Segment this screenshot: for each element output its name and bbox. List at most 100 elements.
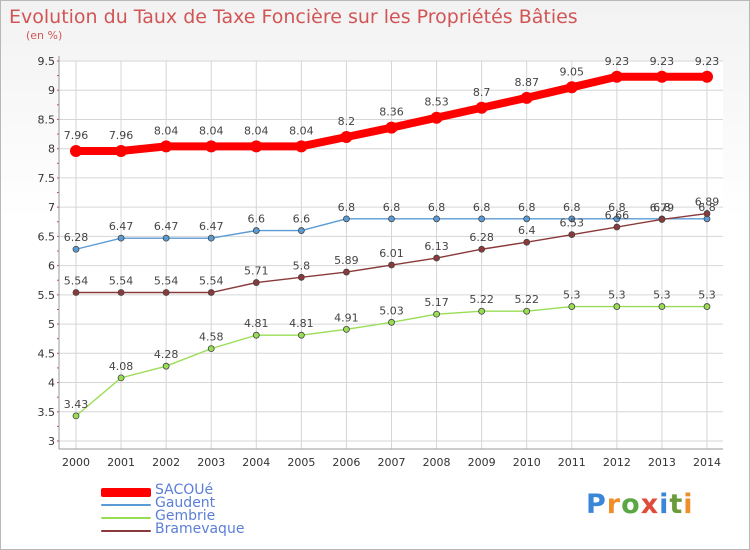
data-label: 4.58 — [199, 331, 224, 344]
data-point — [162, 289, 170, 296]
data-label: 4.81 — [289, 317, 314, 330]
data-point — [565, 81, 578, 94]
x-tick-label: 2002 — [152, 456, 180, 469]
x-tick-label: 2013 — [648, 456, 676, 469]
data-label: 5.8 — [293, 259, 311, 272]
data-label: 5.22 — [469, 293, 494, 306]
data-point — [207, 234, 215, 242]
data-point — [297, 227, 305, 234]
data-label: 6.53 — [560, 217, 585, 230]
data-label: 5.3 — [608, 289, 626, 302]
data-point — [117, 374, 125, 382]
data-label: 9.23 — [650, 55, 675, 68]
data-label: 6.8 — [383, 201, 401, 214]
data-label: 8.53 — [424, 96, 449, 109]
data-label: 8.04 — [289, 124, 314, 137]
data-label: 6.8 — [428, 201, 446, 214]
data-label: 6.4 — [518, 224, 536, 237]
data-label: 7.96 — [64, 129, 89, 142]
data-label: 8.04 — [199, 124, 224, 137]
legend-label: Bramevaque — [155, 521, 245, 537]
data-label: 6.8 — [518, 201, 536, 214]
data-point — [430, 111, 443, 124]
data-label: 6.47 — [199, 220, 224, 233]
data-point — [613, 303, 621, 310]
data-label: 5.03 — [379, 304, 404, 317]
data-point — [340, 131, 353, 143]
legend-label: SACOUé — [155, 482, 214, 498]
data-point — [252, 331, 260, 339]
data-point — [568, 215, 576, 223]
data-point — [433, 215, 440, 223]
data-label: 5.22 — [514, 293, 539, 306]
data-point — [478, 245, 486, 253]
legend-item: Gembrie — [101, 508, 321, 525]
data-label: 6.89 — [695, 196, 720, 209]
logo-letter: r — [606, 489, 622, 520]
data-point — [162, 362, 170, 370]
logo-letter: x — [640, 489, 660, 520]
data-point — [568, 231, 576, 239]
data-point — [295, 140, 308, 153]
x-tick-label: 2000 — [62, 456, 90, 469]
data-point — [72, 245, 80, 253]
x-tick-label: 2003 — [197, 456, 225, 469]
data-point — [297, 331, 305, 339]
data-label: 6.8 — [563, 201, 581, 214]
y-tick-label: 9 — [48, 84, 55, 97]
x-tick-label: 2004 — [242, 456, 270, 469]
data-point — [70, 145, 82, 158]
y-tick-label: 8.5 — [38, 113, 56, 126]
data-label: 6.47 — [109, 220, 134, 233]
y-tick-label: 5.5 — [38, 289, 56, 302]
y-tick-label: 5 — [48, 318, 55, 331]
data-point — [658, 303, 666, 310]
data-point — [523, 238, 531, 246]
y-tick-label: 7.5 — [38, 172, 56, 185]
x-tick-label: 2007 — [378, 456, 406, 469]
data-point — [523, 307, 531, 315]
data-label: 5.3 — [698, 289, 716, 302]
y-tick-label: 4.5 — [38, 347, 56, 360]
data-label: 5.54 — [109, 275, 134, 288]
legend-swatch — [101, 488, 151, 497]
data-label: 6.8 — [473, 201, 491, 214]
data-label: 6.6 — [248, 213, 266, 226]
data-label: 9.05 — [560, 65, 585, 78]
x-tick-label: 2006 — [332, 456, 360, 469]
data-label: 4.81 — [244, 317, 269, 330]
legend-item: SACOUé — [101, 482, 321, 499]
y-tick-label: 6.5 — [38, 230, 56, 243]
data-label: 8.2 — [338, 115, 356, 128]
legend-label: Gembrie — [155, 508, 216, 524]
x-tick-label: 2010 — [513, 456, 541, 469]
legend-swatch — [101, 504, 151, 506]
x-tick-label: 2001 — [107, 456, 135, 469]
data-point — [388, 215, 395, 223]
data-point — [117, 234, 125, 242]
data-point — [613, 215, 621, 223]
chart-title: Evolution du Taux de Taxe Foncière sur l… — [9, 6, 578, 28]
data-point — [343, 268, 350, 276]
data-label: 5.54 — [64, 275, 89, 288]
data-label: 4.28 — [154, 348, 179, 361]
data-label: 8.04 — [154, 124, 179, 137]
data-label: 6.28 — [64, 231, 89, 244]
data-point — [703, 210, 711, 217]
data-label: 6.13 — [424, 240, 449, 253]
data-label: 6.66 — [605, 209, 630, 222]
x-tick-label: 2011 — [558, 456, 586, 469]
data-point — [703, 303, 711, 310]
x-tick-label: 2009 — [468, 456, 496, 469]
data-point — [343, 325, 350, 333]
data-label: 9.23 — [695, 55, 720, 68]
data-point — [160, 140, 173, 153]
data-point — [701, 70, 713, 83]
data-label: 6.8 — [653, 201, 671, 214]
logo-letter: o — [621, 489, 641, 520]
data-label: 3.43 — [64, 398, 89, 411]
x-tick-label: 2012 — [603, 456, 631, 469]
data-point — [655, 70, 668, 83]
